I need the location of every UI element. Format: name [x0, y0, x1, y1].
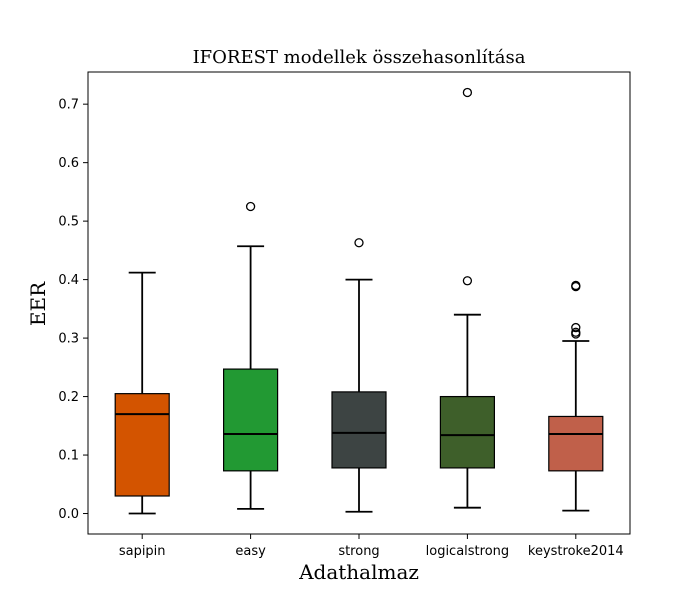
y-tick-label: 0.5 [58, 215, 79, 230]
x-tick-label: easy [235, 544, 266, 559]
y-tick-label: 0.0 [58, 507, 79, 522]
y-tick-label: 0.6 [58, 156, 79, 171]
plot-area: 0.0 0.1 0.2 0.3 0.4 0.5 0.6 0.7 sapipin easy stron… [58, 71, 631, 559]
x-tick-label: strong [338, 544, 379, 559]
outlier-point [571, 327, 581, 337]
box [223, 368, 279, 472]
box [114, 393, 170, 497]
outlier-point [245, 201, 256, 212]
outlier-point [571, 280, 581, 291]
box [331, 391, 387, 469]
y-axis-label: EER [26, 281, 50, 326]
x-tick-label: sapipin [119, 544, 166, 559]
outlier-point [354, 238, 364, 248]
box [548, 415, 604, 472]
y-tick-label: 0.3 [58, 332, 79, 347]
outlier-point [462, 276, 473, 286]
outlier-point [571, 322, 581, 333]
chart-title: IFOREST modellek összehasonlítása [193, 47, 526, 68]
y-tick-label: 0.2 [58, 390, 79, 405]
x-tick-label: logicalstrong [426, 544, 510, 559]
box [439, 395, 495, 469]
outlier-point [462, 87, 473, 98]
x-tick-label: keystroke2014 [528, 544, 624, 559]
y-tick-label: 0.4 [58, 273, 79, 288]
x-axis-label: Adathalmaz [298, 560, 419, 584]
y-tick-label: 0.1 [58, 449, 79, 464]
y-tick-label: 0.7 [58, 98, 79, 113]
